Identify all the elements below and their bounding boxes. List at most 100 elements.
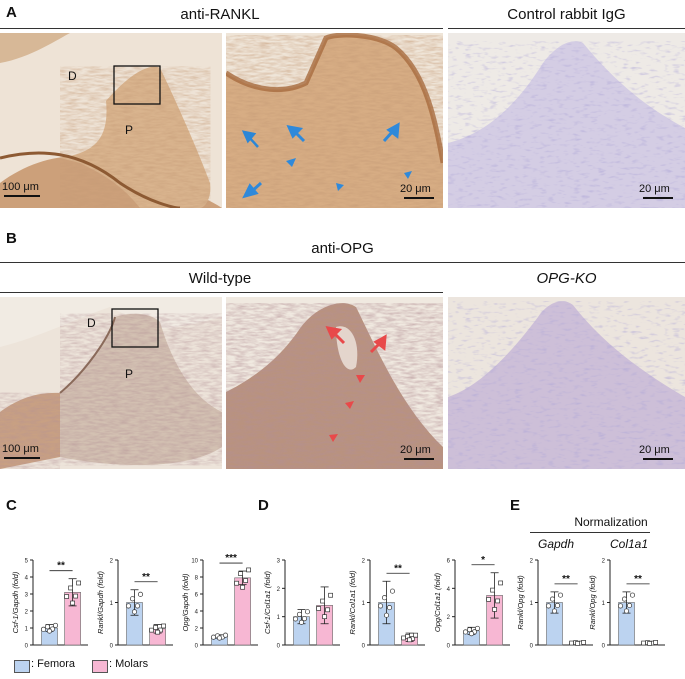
anti-opg-header: anti-OPG	[311, 240, 374, 257]
data-point	[46, 628, 53, 634]
y-tick-label: 2	[25, 610, 29, 616]
y-tick-label: 2	[602, 559, 606, 565]
data-point	[296, 611, 303, 617]
data-point	[474, 625, 481, 631]
data-point	[545, 603, 552, 609]
scale-bar	[404, 458, 434, 460]
y-tick-label: 3	[277, 559, 281, 565]
y-axis-label: Opg/Gapdh (fold)	[181, 573, 190, 631]
scale-bar-label: 20 μm	[400, 444, 431, 456]
data-point	[322, 614, 327, 620]
panel-label-d: D	[258, 497, 269, 514]
data-point	[401, 635, 406, 641]
data-point	[486, 597, 491, 602]
y-tick-label: 0	[530, 644, 534, 650]
data-point	[44, 624, 51, 630]
y-tick-label: 3	[25, 593, 29, 599]
legend-swatch-femora	[14, 660, 30, 673]
y-axis-label: Opg/Col1a1 (fold)	[433, 572, 442, 632]
data-point	[462, 629, 469, 635]
y-tick-label: 6	[195, 593, 199, 599]
significance-label: **	[562, 574, 570, 585]
data-point	[383, 612, 390, 618]
y-axis-label: Rankl/Opg (fold)	[588, 575, 597, 630]
significance-label: **	[57, 561, 65, 572]
data-point	[629, 592, 636, 598]
data-point	[407, 637, 412, 643]
y-tick-label: 0	[602, 644, 606, 650]
data-point	[73, 593, 78, 599]
y-tick-label: 2	[277, 587, 281, 593]
scale-bar	[404, 197, 434, 199]
y-axis-label: Csf-1/Gapdh (fold)	[11, 571, 20, 633]
data-point	[617, 603, 624, 609]
data-point	[64, 594, 69, 599]
data-point	[575, 641, 580, 646]
normalization-rule	[530, 532, 650, 533]
y-tick-label: 0	[25, 644, 29, 650]
data-point	[495, 598, 500, 604]
data-point	[137, 591, 144, 597]
y-tick-label: 4	[195, 610, 199, 616]
data-point	[40, 626, 47, 632]
opg-ko-header: OPG-KO	[536, 270, 597, 287]
scale-bar-label: 20 μm	[400, 183, 431, 195]
data-point	[292, 616, 299, 622]
data-point	[243, 578, 248, 583]
gapdh-label: Gapdh	[538, 537, 575, 551]
data-point	[377, 603, 384, 609]
data-point	[551, 608, 558, 614]
data-point	[153, 625, 158, 630]
legend-molars-label: : Molars	[109, 658, 149, 670]
scale-bar-label: 20 μm	[639, 183, 670, 195]
y-tick-label: 2	[447, 615, 451, 621]
control-igg-header: Control rabbit IgG	[507, 6, 626, 23]
wild-type-rule	[0, 292, 443, 293]
data-point	[320, 598, 325, 604]
significance-label: **	[142, 572, 150, 583]
scale-bar-label: 20 μm	[639, 444, 670, 456]
panel-label-e: E	[510, 497, 521, 514]
data-point	[647, 641, 652, 646]
control-igg-rule	[448, 28, 685, 29]
micrograph-control-igg: 20 μm	[448, 33, 685, 208]
data-point	[129, 596, 136, 602]
y-tick-label: 1	[530, 601, 534, 607]
data-point	[389, 588, 396, 594]
significance-label: *	[481, 555, 485, 566]
micrograph-opg-low: D P 100 μm	[0, 297, 222, 469]
significance-label: ***	[225, 553, 237, 564]
pulp-label: P	[125, 367, 134, 381]
y-tick-label: 1	[277, 615, 281, 621]
y-tick-label: 10	[191, 559, 198, 565]
data-point	[222, 632, 229, 638]
y-axis-label: Rankl/Gapdh (fold)	[96, 571, 105, 634]
y-tick-label: 2	[362, 559, 366, 565]
scale-bar	[4, 195, 40, 197]
y-tick-label: 0	[447, 644, 451, 650]
data-point	[246, 567, 251, 573]
data-point	[621, 596, 628, 602]
y-axis-label: Rankl/Col1a1 (fold)	[348, 570, 357, 635]
data-point	[149, 627, 154, 633]
y-tick-label: 2	[110, 559, 114, 565]
y-tick-label: 0	[277, 644, 281, 650]
data-point	[216, 635, 223, 641]
y-tick-label: 0	[195, 644, 199, 650]
micrograph-rankl-high: 20 μm	[226, 33, 443, 208]
scale-bar-label: 100 μm	[2, 181, 39, 193]
data-point	[125, 603, 132, 609]
y-tick-label: 4	[25, 576, 29, 582]
anti-rankl-header: anti-RANKL	[180, 6, 260, 23]
legend-swatch-molars	[92, 660, 108, 673]
data-point	[52, 622, 59, 628]
data-point	[549, 596, 556, 602]
scale-bar	[4, 457, 40, 459]
micrograph-opg-high: 20 μm	[226, 297, 443, 469]
data-point	[301, 616, 308, 622]
data-point	[161, 623, 166, 629]
panel-label-a: A	[6, 4, 17, 21]
y-tick-label: 2	[530, 559, 534, 565]
scale-bar	[643, 458, 673, 460]
